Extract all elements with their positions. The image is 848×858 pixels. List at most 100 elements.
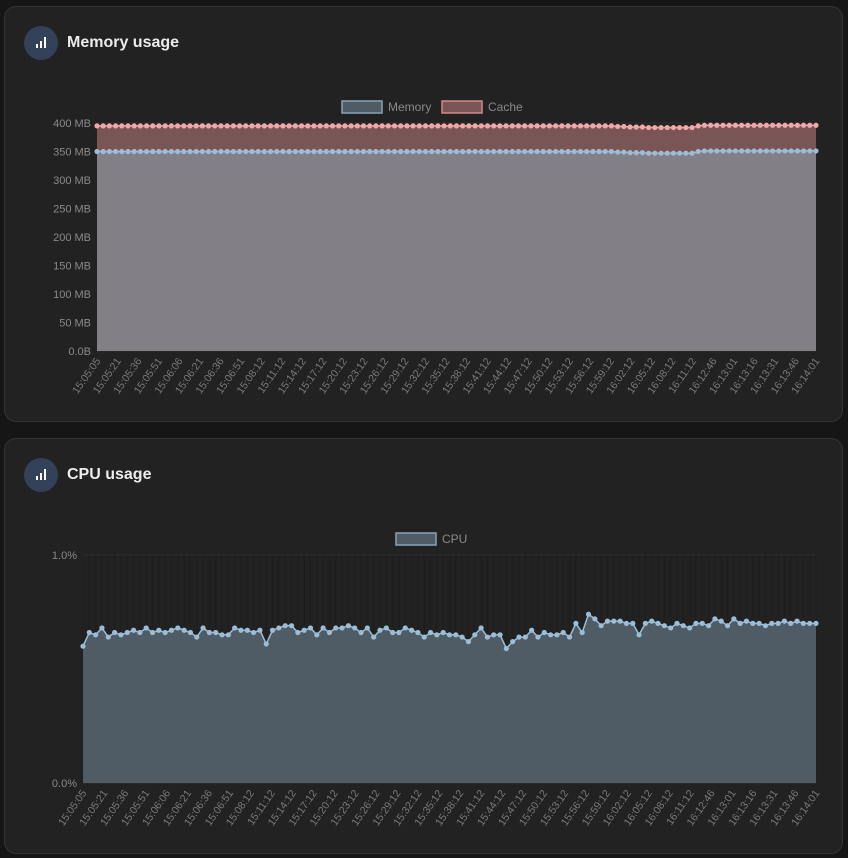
data-point [596,148,602,155]
data-point [311,123,317,129]
data-point [238,627,244,633]
data-point [236,148,243,155]
data-point [336,123,342,129]
data-point [118,632,124,638]
data-point [585,611,592,617]
data-point [788,148,794,154]
data-point [416,123,422,129]
data-point [422,123,429,129]
data-point [695,123,701,129]
data-point [168,123,174,129]
data-point [298,123,305,129]
data-point [743,618,750,624]
data-point [230,123,236,129]
data-point [391,148,398,155]
data-point [398,123,404,129]
data-point [788,122,794,128]
data-point [459,634,465,640]
data-point [788,620,794,626]
data-point [745,148,751,154]
data-point [150,123,156,129]
data-point [813,122,819,128]
data-point [680,623,686,629]
data-point [801,148,807,154]
data-point [149,629,156,636]
data-point [674,620,680,626]
data-point [794,122,801,128]
data-point [119,123,125,129]
data-point [360,123,367,129]
data-point [236,123,243,129]
data-point [137,629,143,636]
data-point [763,148,770,154]
data-point [689,150,695,156]
y-tick-label: 200 MB [53,232,91,244]
data-point [181,148,187,155]
data-point [199,123,205,129]
data-point [156,148,162,155]
data-point [105,634,111,640]
legend-label: CPU [442,532,467,546]
data-point [627,150,633,156]
data-point [263,641,269,647]
data-point [602,148,608,155]
data-point [100,123,106,129]
data-point [687,625,693,631]
data-point [478,123,484,129]
data-point [652,150,658,156]
data-point [175,625,181,631]
data-point [559,123,565,129]
data-point [658,150,664,156]
data-point [427,629,434,636]
data-point [348,123,354,129]
data-point [205,123,212,129]
bar-chart-icon [24,26,58,60]
data-point [385,148,391,155]
data-point [617,618,623,624]
data-point [446,632,453,638]
data-point [756,620,762,626]
data-point [94,123,100,129]
legend-label: Cache [488,100,523,114]
data-point [677,124,683,131]
data-point [737,620,743,626]
data-point [243,148,249,155]
data-point [292,148,298,155]
data-point [143,148,150,155]
data-point [515,123,522,129]
data-point [535,634,541,640]
data-point [636,632,642,638]
data-point [701,148,708,154]
data-point [478,625,484,631]
data-point [497,632,503,638]
data-point [276,625,282,631]
data-point [352,625,358,631]
data-point [162,629,168,636]
data-point [286,123,292,129]
data-point [509,148,515,155]
data-point [534,148,540,155]
data-point [269,627,276,633]
data-point [441,123,447,129]
data-point [441,148,447,155]
data-point [379,123,385,129]
data-point [739,122,745,128]
data-point [670,124,677,131]
data-point [261,123,267,129]
data-point [367,123,373,129]
data-point [548,632,554,638]
data-point [757,148,763,154]
data-point [323,123,329,129]
data-point [367,148,373,155]
data-point [553,123,559,129]
data-point [712,616,718,622]
data-point [434,632,440,638]
data-point [156,123,162,129]
data-point [249,148,255,155]
data-point [598,623,604,629]
data-point [230,148,236,155]
data-point [813,620,819,626]
data-point [408,627,415,633]
data-point [106,148,112,155]
data-point [286,148,292,155]
